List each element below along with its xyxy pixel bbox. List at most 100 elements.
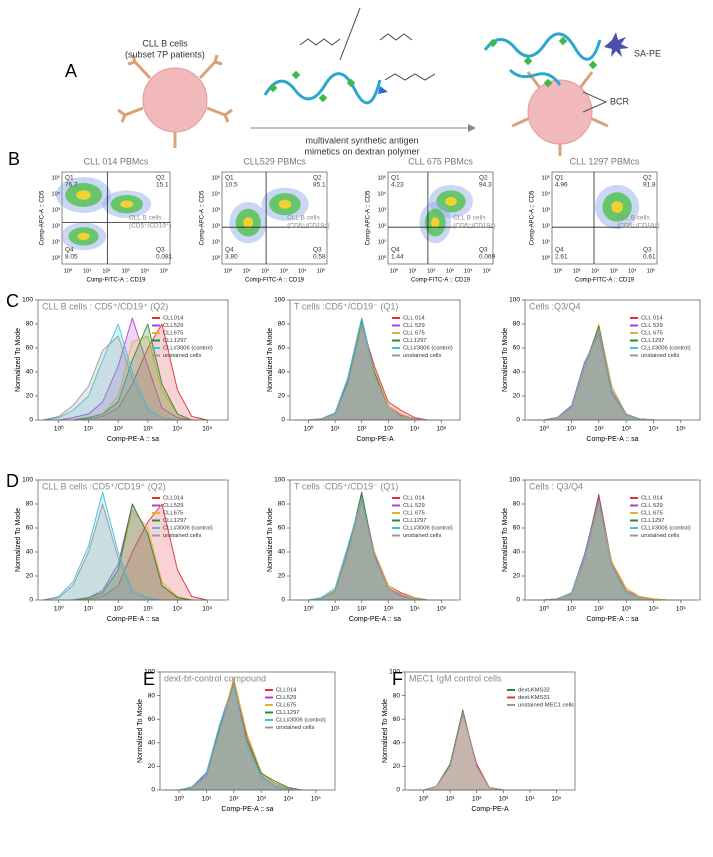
chart-title: CLL B cells :CD5⁺/CD19⁺ (Q2) bbox=[42, 481, 166, 491]
y-tick-label: 80 bbox=[513, 501, 521, 508]
legend-label: CLL 529 bbox=[403, 323, 425, 329]
histogram-chart: 0 20 40 60 80 100 10⁰ 10¹ 10² 10³ 10⁴ 10⁵ dext-KMS32… bbox=[382, 669, 576, 813]
quadrant-value: 0.58 bbox=[313, 254, 326, 261]
panel-a: CLL B cells (subset 7P patients) multiva… bbox=[117, 7, 661, 156]
legend-label: unstained cells bbox=[163, 353, 201, 359]
x-tick-label: 10³ bbox=[621, 426, 631, 433]
panel-label: F bbox=[392, 669, 403, 689]
x-tick-label: 10⁰ bbox=[304, 425, 314, 433]
density-core bbox=[120, 200, 134, 208]
plot-frame bbox=[387, 171, 494, 265]
density-core bbox=[431, 217, 440, 229]
y-axis-label: Normalized To Mode bbox=[15, 328, 22, 392]
y-tick-label: 10³ bbox=[378, 207, 386, 213]
y-tick-label: 100 bbox=[389, 669, 400, 676]
chart-title: Cells :Q3/Q4 bbox=[529, 301, 581, 311]
x-tick-label: 10³ bbox=[143, 606, 153, 613]
sape-label: SA-PE bbox=[634, 48, 661, 58]
legend-label: CLL1297 bbox=[163, 338, 187, 344]
y-axis-label: Normalized To Mode bbox=[502, 328, 509, 392]
legend-label: CLL#3006 (control) bbox=[641, 346, 691, 352]
legend-label: CLL#3006 (control) bbox=[163, 346, 213, 352]
x-tick-label: 10⁴ bbox=[410, 606, 420, 613]
gate-label: CLL B cells bbox=[453, 215, 486, 222]
quadrant-value: 0.069 bbox=[479, 254, 496, 261]
y-tick-label: 20 bbox=[148, 763, 156, 770]
y-tick-label: 40 bbox=[26, 549, 34, 556]
y-tick-label: 0 bbox=[29, 597, 33, 604]
quadrant-value: 76.7 bbox=[65, 182, 78, 189]
y-tick-label: 60 bbox=[278, 345, 286, 352]
x-tick-label: 10³ bbox=[384, 606, 394, 613]
histogram-chart: 0 20 40 60 80 100 10⁰ 10¹ 10² 10³ 10⁴ 10⁵ CLL014CLL5… bbox=[15, 297, 229, 443]
legend-label: CLL1297 bbox=[403, 338, 427, 344]
y-tick-label: 60 bbox=[393, 716, 401, 723]
y-tick-label: 60 bbox=[148, 716, 156, 723]
legend-label: CLL1297 bbox=[641, 338, 665, 344]
legend-label: CLL#3006 (control) bbox=[403, 526, 453, 532]
legend-label: CLL 675 bbox=[641, 511, 663, 517]
legend-label: dext-KMS32 bbox=[518, 688, 550, 694]
quadrant-value: 2.61 bbox=[555, 254, 568, 261]
bound-polymer bbox=[483, 32, 602, 61]
x-tick-label: 10² bbox=[594, 606, 604, 613]
x-tick-label: 10² bbox=[229, 796, 239, 803]
y-tick-label: 80 bbox=[148, 692, 156, 699]
x-tick-label: 10³ bbox=[621, 606, 631, 613]
y-tick-label: 10² bbox=[52, 223, 60, 229]
legend-label: CLL#3006 (control) bbox=[403, 346, 453, 352]
y-axis-label: Normalized To Mode bbox=[267, 328, 274, 392]
chart-title: CLL B cells : CD5⁺/CD19⁺ (Q2) bbox=[42, 301, 168, 311]
x-tick-label: 10² bbox=[113, 426, 123, 433]
chart-title: T cells :CD5⁺/CD19⁻ (Q1) bbox=[294, 481, 398, 491]
quadrant-name: Q4 bbox=[391, 247, 400, 254]
quadrant-name: Q1 bbox=[391, 175, 400, 182]
plot-frame bbox=[289, 299, 461, 421]
plot-frame bbox=[404, 671, 576, 791]
y-tick-label: 80 bbox=[278, 321, 286, 328]
x-tick-label: 10³ bbox=[280, 268, 288, 274]
legend-label: CLL 529 bbox=[641, 503, 663, 509]
x-tick-label: 10⁵ bbox=[483, 267, 491, 274]
gate-label: CLL B cells bbox=[287, 215, 320, 222]
y-tick-label: 20 bbox=[26, 393, 34, 400]
x-tick-label: 10⁴ bbox=[173, 606, 183, 613]
biotin-arrow bbox=[378, 86, 388, 94]
y-axis-label: Normalized To Mode bbox=[382, 699, 389, 763]
x-tick-label: 10³ bbox=[143, 426, 153, 433]
legend-label: unstained cells bbox=[641, 353, 679, 359]
x-tick-label: 10⁵ bbox=[436, 426, 446, 433]
cell-label: CLL B cells bbox=[142, 38, 188, 48]
legend-label: CLL 529 bbox=[403, 503, 425, 509]
x-tick-label: 10¹ bbox=[330, 426, 340, 433]
x-tick-label: 10⁴ bbox=[628, 267, 637, 274]
y-tick-label: 10¹ bbox=[542, 239, 550, 245]
y-tick-label: 100 bbox=[22, 297, 33, 304]
legend-label: CLL 675 bbox=[641, 331, 663, 337]
x-axis-label: Comp-PE-A :: sa bbox=[107, 616, 159, 623]
quadrant-name: Q3 bbox=[643, 247, 652, 254]
density-core bbox=[445, 197, 457, 206]
x-tick-label: 10² bbox=[591, 268, 599, 274]
quadrant-name: Q2 bbox=[643, 175, 652, 182]
quadrant-name: Q3 bbox=[313, 247, 322, 254]
legend-label: CLL529 bbox=[163, 503, 183, 509]
y-tick-label: 10⁴ bbox=[52, 190, 61, 197]
y-tick-label: 0 bbox=[151, 787, 155, 794]
legend-label: unstained cells bbox=[641, 533, 679, 539]
y-tick-label: 100 bbox=[274, 297, 285, 304]
legend-label: CLL 529 bbox=[641, 323, 663, 329]
x-tick-label: 10¹ bbox=[567, 426, 577, 433]
x-tick-label: 10⁴ bbox=[298, 267, 307, 274]
x-tick-label: 10⁴ bbox=[649, 426, 659, 433]
x-tick-label: 10³ bbox=[384, 426, 394, 433]
legend-label: unstained cells bbox=[163, 533, 201, 539]
x-tick-label: 10⁵ bbox=[551, 796, 561, 803]
quadrant-value: 8.05 bbox=[65, 254, 78, 261]
panel-label: B bbox=[8, 149, 20, 169]
legend-label: CLL529 bbox=[163, 323, 183, 329]
